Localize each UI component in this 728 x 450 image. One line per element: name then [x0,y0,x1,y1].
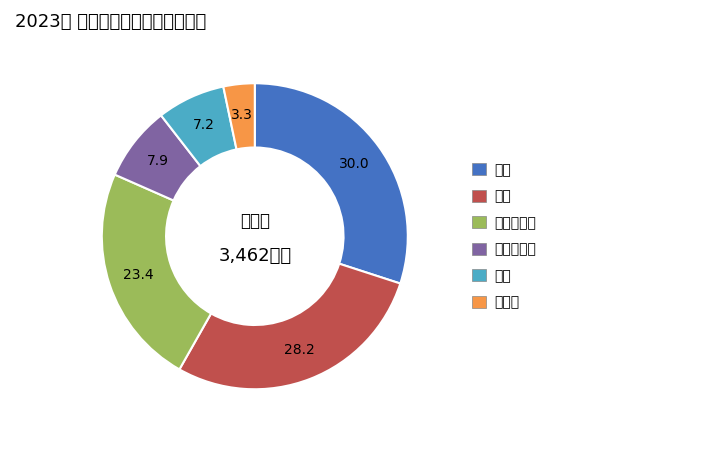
Legend: 米国, 韓国, フィリピン, マレーシア, タイ, その他: 米国, 韓国, フィリピン, マレーシア, タイ, その他 [472,163,537,310]
Wedge shape [102,175,211,369]
Wedge shape [223,83,255,149]
Text: 23.4: 23.4 [123,268,154,282]
Wedge shape [115,115,200,201]
Wedge shape [179,264,400,389]
Text: 3,462万円: 3,462万円 [218,247,291,265]
Text: 7.2: 7.2 [192,118,214,132]
Text: 30.0: 30.0 [339,158,369,171]
Wedge shape [161,86,237,166]
Text: 28.2: 28.2 [284,343,314,357]
Wedge shape [255,83,408,284]
Text: 3.3: 3.3 [232,108,253,122]
Text: 2023年 輸出相手国のシェア（％）: 2023年 輸出相手国のシェア（％） [15,14,206,32]
Text: 7.9: 7.9 [147,154,170,168]
Text: 総　額: 総 額 [240,212,270,230]
